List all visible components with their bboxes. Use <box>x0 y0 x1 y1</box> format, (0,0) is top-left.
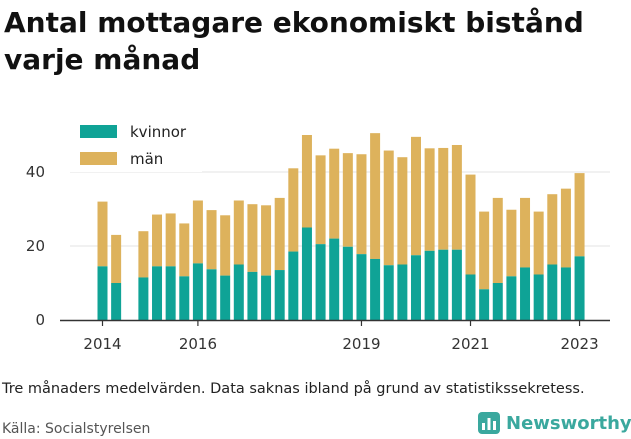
bar-man <box>179 223 190 277</box>
x-axis: 2014 2016 2019 2021 2023 <box>60 319 610 353</box>
brand: Newsworthy <box>478 410 631 436</box>
bar-man <box>397 157 408 265</box>
newsworthy-logo-icon <box>478 412 500 434</box>
bar-kvinnor <box>342 246 353 320</box>
chart-note: Tre månaders medelvärden. Data saknas ib… <box>2 381 585 397</box>
legend-swatch-kvinnor <box>80 125 117 138</box>
brand-name: Newsworthy <box>506 412 631 434</box>
bar-man <box>247 204 258 272</box>
x-tick-label: 2019 <box>342 335 380 353</box>
chart-title: Antal mottagare ekonomiskt bistånd varje… <box>4 6 584 76</box>
bar-kvinnor <box>370 258 381 320</box>
bar-man <box>506 209 517 277</box>
bar-man <box>233 200 244 265</box>
bar-kvinnor <box>315 244 326 320</box>
bar-kvinnor <box>274 270 285 320</box>
bar-kvinnor <box>220 275 231 320</box>
bar-kvinnor <box>438 249 449 320</box>
bar-man <box>97 201 108 267</box>
bar-man <box>547 194 558 265</box>
bar-kvinnor <box>547 264 558 320</box>
y-axis-ticks: 0 20 40 <box>26 163 45 329</box>
bar-man <box>261 205 272 276</box>
legend-swatch-man <box>80 152 117 165</box>
bar-man <box>438 147 449 250</box>
bar-man <box>492 197 503 283</box>
legend-label: män <box>130 150 163 168</box>
bar-man <box>111 234 122 283</box>
bar-kvinnor <box>206 269 217 320</box>
bar-kvinnor <box>152 266 163 320</box>
y-tick-label: 0 <box>35 311 45 329</box>
bar-kvinnor <box>288 251 299 320</box>
bar-man <box>138 231 149 278</box>
legend-label: kvinnor <box>130 123 187 141</box>
bar-man <box>451 144 462 250</box>
bar-kvinnor <box>533 274 544 320</box>
y-tick-label: 20 <box>26 237 45 255</box>
bar-man <box>342 153 353 247</box>
x-tick-label: 2014 <box>83 335 121 353</box>
bar-kvinnor <box>574 256 585 320</box>
bar-kvinnor <box>383 265 394 320</box>
bar-man <box>206 210 217 270</box>
bar-kvinnor <box>165 266 176 320</box>
bar-man <box>165 213 176 267</box>
source-credit: Källa: Socialstyrelsen <box>2 421 151 437</box>
bar-kvinnor <box>192 263 203 320</box>
y-tick-label: 40 <box>26 163 45 181</box>
bar-kvinnor <box>465 274 476 320</box>
bar-man <box>288 168 299 252</box>
bar-man <box>220 215 231 276</box>
bar-man <box>479 211 490 290</box>
bar-kvinnor <box>451 249 462 320</box>
bar-kvinnor <box>397 264 408 320</box>
bar-kvinnor <box>506 276 517 320</box>
bar-kvinnor <box>520 267 531 320</box>
bar-man <box>560 188 571 268</box>
bar-man <box>383 150 394 266</box>
x-tick-label: 2016 <box>179 335 217 353</box>
bar-kvinnor <box>179 276 190 320</box>
bar-man <box>356 154 367 255</box>
bar-man <box>410 136 421 256</box>
bar-kvinnor <box>138 277 149 320</box>
bar-man <box>533 211 544 275</box>
bar-man <box>301 135 312 228</box>
bar-kvinnor <box>424 250 435 320</box>
bar-kvinnor <box>410 255 421 320</box>
bar-man <box>520 197 531 268</box>
bar-kvinnor <box>97 266 108 320</box>
x-tick-label: 2021 <box>451 335 489 353</box>
x-tick-label: 2023 <box>560 335 598 353</box>
bar-kvinnor <box>111 283 122 320</box>
bar-kvinnor <box>560 267 571 320</box>
bar-man <box>152 214 163 267</box>
bar-kvinnor <box>356 254 367 320</box>
legend: kvinnor män <box>70 121 202 172</box>
bar-kvinnor <box>492 283 503 320</box>
bar-chart: 0 20 40 2014 2016 2019 2021 2023 kvinnor män <box>26 121 610 353</box>
bars <box>97 133 585 320</box>
bar-man <box>574 173 585 257</box>
bar-kvinnor <box>247 271 258 320</box>
bar-kvinnor <box>479 289 490 320</box>
bar-man <box>192 200 203 264</box>
bar-kvinnor <box>233 264 244 320</box>
bar-man <box>315 155 326 245</box>
bar-man <box>370 133 381 259</box>
bar-man <box>465 174 476 275</box>
bar-man <box>424 148 435 251</box>
bar-kvinnor <box>301 227 312 320</box>
bar-man <box>329 148 340 239</box>
bar-man <box>274 197 285 271</box>
bar-kvinnor <box>329 238 340 320</box>
bar-kvinnor <box>261 275 272 320</box>
